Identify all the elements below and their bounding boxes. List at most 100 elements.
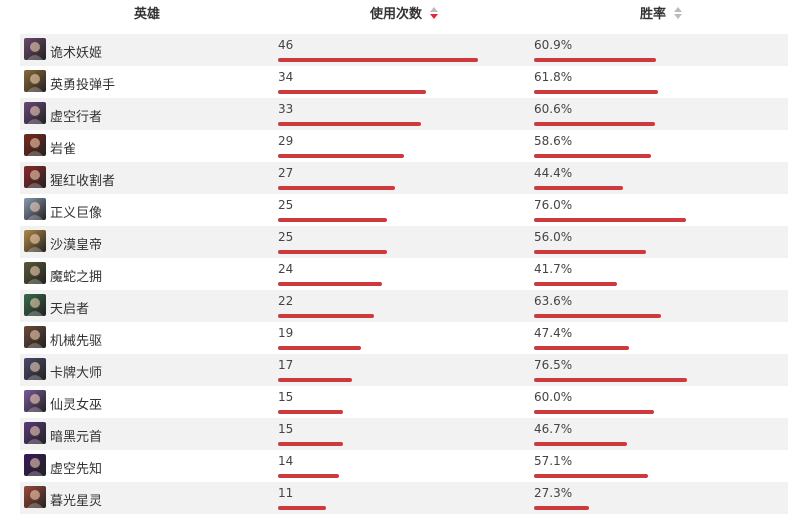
winrate-bar xyxy=(534,506,589,510)
winrate-bar xyxy=(534,346,629,350)
uses-bar xyxy=(278,154,404,158)
table-row: 魔蛇之拥 24 41.7% xyxy=(20,258,788,290)
uses-bar xyxy=(278,506,326,510)
hero-name[interactable]: 虚空先知 xyxy=(50,462,103,477)
winrate-bar xyxy=(534,250,646,254)
uses-bar xyxy=(278,250,387,254)
winrate-value: 56.0% xyxy=(534,230,573,244)
winrate-value: 44.4% xyxy=(534,166,573,180)
hero-avatar[interactable] xyxy=(24,134,46,156)
uses-count: 22 xyxy=(278,294,294,308)
hero-name[interactable]: 英勇投弹手 xyxy=(50,78,116,93)
table-row: 虚空行者 33 60.6% xyxy=(20,98,788,130)
hero-name[interactable]: 岩雀 xyxy=(50,142,77,157)
uses-bar xyxy=(278,378,352,382)
winrate-bar xyxy=(534,314,661,318)
hero-avatar[interactable] xyxy=(24,454,46,476)
column-header-uses-label: 使用次数 xyxy=(370,7,423,22)
uses-count: 25 xyxy=(278,230,294,244)
winrate-bar xyxy=(534,58,656,62)
winrate-bar xyxy=(534,154,651,158)
uses-count: 34 xyxy=(278,70,294,84)
column-header-uses[interactable]: 使用次数 xyxy=(370,3,438,22)
uses-count: 19 xyxy=(278,326,294,340)
uses-count: 15 xyxy=(278,422,294,436)
hero-avatar[interactable] xyxy=(24,166,46,188)
uses-bar xyxy=(278,122,421,126)
hero-name[interactable]: 诡术妖姬 xyxy=(50,46,103,61)
hero-avatar[interactable] xyxy=(24,390,46,412)
table-body: 诡术妖姬 46 60.9% 英勇投弹手 34 61.8% 虚空行者 33 60.6% 岩雀 29 58… xyxy=(20,34,788,514)
table-row: 暮光星灵 11 27.3% xyxy=(20,482,788,514)
table-header: 英雄 使用次数 胜率 xyxy=(20,0,788,34)
table-row: 正义巨像 25 76.0% xyxy=(20,194,788,226)
uses-bar xyxy=(278,58,478,62)
hero-avatar[interactable] xyxy=(24,230,46,252)
table-row: 天启者 22 63.6% xyxy=(20,290,788,322)
winrate-value: 46.7% xyxy=(534,422,573,436)
hero-name[interactable]: 机械先驱 xyxy=(50,334,103,349)
table-row: 诡术妖姬 46 60.9% xyxy=(20,34,788,66)
hero-name[interactable]: 仙灵女巫 xyxy=(50,398,103,413)
uses-bar xyxy=(278,90,426,94)
sort-icon[interactable] xyxy=(673,7,682,19)
winrate-value: 58.6% xyxy=(534,134,573,148)
uses-bar xyxy=(278,186,395,190)
winrate-bar xyxy=(534,122,655,126)
winrate-value: 76.0% xyxy=(534,198,573,212)
uses-bar xyxy=(278,314,374,318)
hero-avatar[interactable] xyxy=(24,358,46,380)
hero-name[interactable]: 沙漠皇帝 xyxy=(50,238,103,253)
table-row: 英勇投弹手 34 61.8% xyxy=(20,66,788,98)
uses-bar xyxy=(278,218,387,222)
hero-name[interactable]: 暮光星灵 xyxy=(50,494,103,509)
hero-avatar[interactable] xyxy=(24,326,46,348)
winrate-value: 60.9% xyxy=(534,38,573,52)
uses-count: 11 xyxy=(278,486,294,500)
uses-bar xyxy=(278,442,343,446)
uses-count: 14 xyxy=(278,454,294,468)
hero-name[interactable]: 天启者 xyxy=(50,302,90,317)
uses-bar xyxy=(278,410,343,414)
winrate-value: 47.4% xyxy=(534,326,573,340)
hero-name[interactable]: 虚空行者 xyxy=(50,110,103,125)
uses-count: 27 xyxy=(278,166,294,180)
uses-count: 15 xyxy=(278,390,294,404)
hero-avatar[interactable] xyxy=(24,70,46,92)
hero-avatar[interactable] xyxy=(24,262,46,284)
hero-name[interactable]: 暗黑元首 xyxy=(50,430,103,445)
winrate-bar xyxy=(534,474,648,478)
winrate-bar xyxy=(534,378,687,382)
hero-avatar[interactable] xyxy=(24,198,46,220)
uses-count: 24 xyxy=(278,262,294,276)
winrate-bar xyxy=(534,218,686,222)
winrate-value: 41.7% xyxy=(534,262,573,276)
winrate-bar xyxy=(534,442,627,446)
uses-count: 33 xyxy=(278,102,294,116)
uses-bar xyxy=(278,474,339,478)
hero-avatar[interactable] xyxy=(24,486,46,508)
hero-name[interactable]: 卡牌大师 xyxy=(50,366,103,381)
winrate-value: 61.8% xyxy=(534,70,573,84)
hero-name[interactable]: 正义巨像 xyxy=(50,206,103,221)
sort-desc-icon[interactable] xyxy=(429,7,438,19)
hero-avatar[interactable] xyxy=(24,38,46,60)
winrate-value: 63.6% xyxy=(534,294,573,308)
table-row: 仙灵女巫 15 60.0% xyxy=(20,386,788,418)
table-row: 暗黑元首 15 46.7% xyxy=(20,418,788,450)
hero-avatar[interactable] xyxy=(24,294,46,316)
hero-avatar[interactable] xyxy=(24,422,46,444)
hero-name[interactable]: 猩红收割者 xyxy=(50,174,116,189)
column-header-hero: 英雄 xyxy=(134,3,160,22)
hero-avatar[interactable] xyxy=(24,102,46,124)
uses-count: 25 xyxy=(278,198,294,212)
winrate-value: 76.5% xyxy=(534,358,573,372)
winrate-bar xyxy=(534,282,617,286)
hero-name[interactable]: 魔蛇之拥 xyxy=(50,270,103,285)
table-row: 猩红收割者 27 44.4% xyxy=(20,162,788,194)
winrate-value: 60.0% xyxy=(534,390,573,404)
hero-stats-table: 英雄 使用次数 胜率 诡术妖姬 46 60.9% 英勇投弹手 34 61.8% 虚空行者 33… xyxy=(20,0,788,514)
column-header-winrate[interactable]: 胜率 xyxy=(640,3,682,22)
table-row: 沙漠皇帝 25 56.0% xyxy=(20,226,788,258)
table-row: 机械先驱 19 47.4% xyxy=(20,322,788,354)
